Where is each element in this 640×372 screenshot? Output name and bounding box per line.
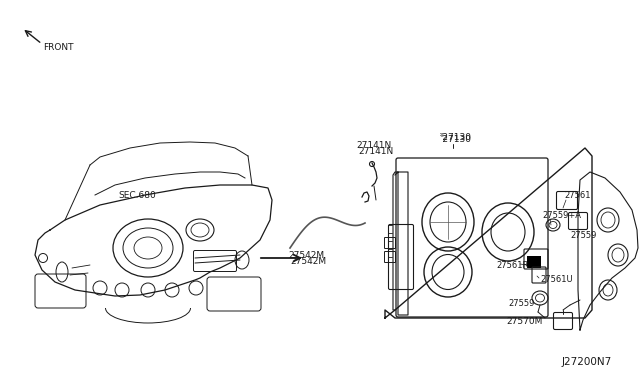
Text: 27561R: 27561R bbox=[496, 260, 529, 269]
Text: J27200N7: J27200N7 bbox=[562, 357, 612, 367]
Text: 27559+A: 27559+A bbox=[542, 211, 581, 219]
Text: 27542M: 27542M bbox=[288, 250, 324, 260]
Bar bbox=[527, 256, 541, 268]
Text: ‶27130: ‶27130 bbox=[440, 134, 472, 142]
Text: 27542M: 27542M bbox=[290, 257, 326, 266]
Text: 27559: 27559 bbox=[508, 298, 534, 308]
Text: ‶27130: ‶27130 bbox=[440, 135, 472, 144]
Text: 27141N: 27141N bbox=[356, 141, 391, 150]
Text: FRONT: FRONT bbox=[43, 42, 74, 51]
Text: 27561U: 27561U bbox=[540, 276, 573, 285]
Text: SEC.680: SEC.680 bbox=[118, 190, 156, 199]
Text: 27570M: 27570M bbox=[506, 317, 542, 327]
Text: 27561: 27561 bbox=[564, 190, 591, 199]
Text: 27559: 27559 bbox=[570, 231, 596, 240]
Text: 27141N: 27141N bbox=[358, 148, 393, 157]
